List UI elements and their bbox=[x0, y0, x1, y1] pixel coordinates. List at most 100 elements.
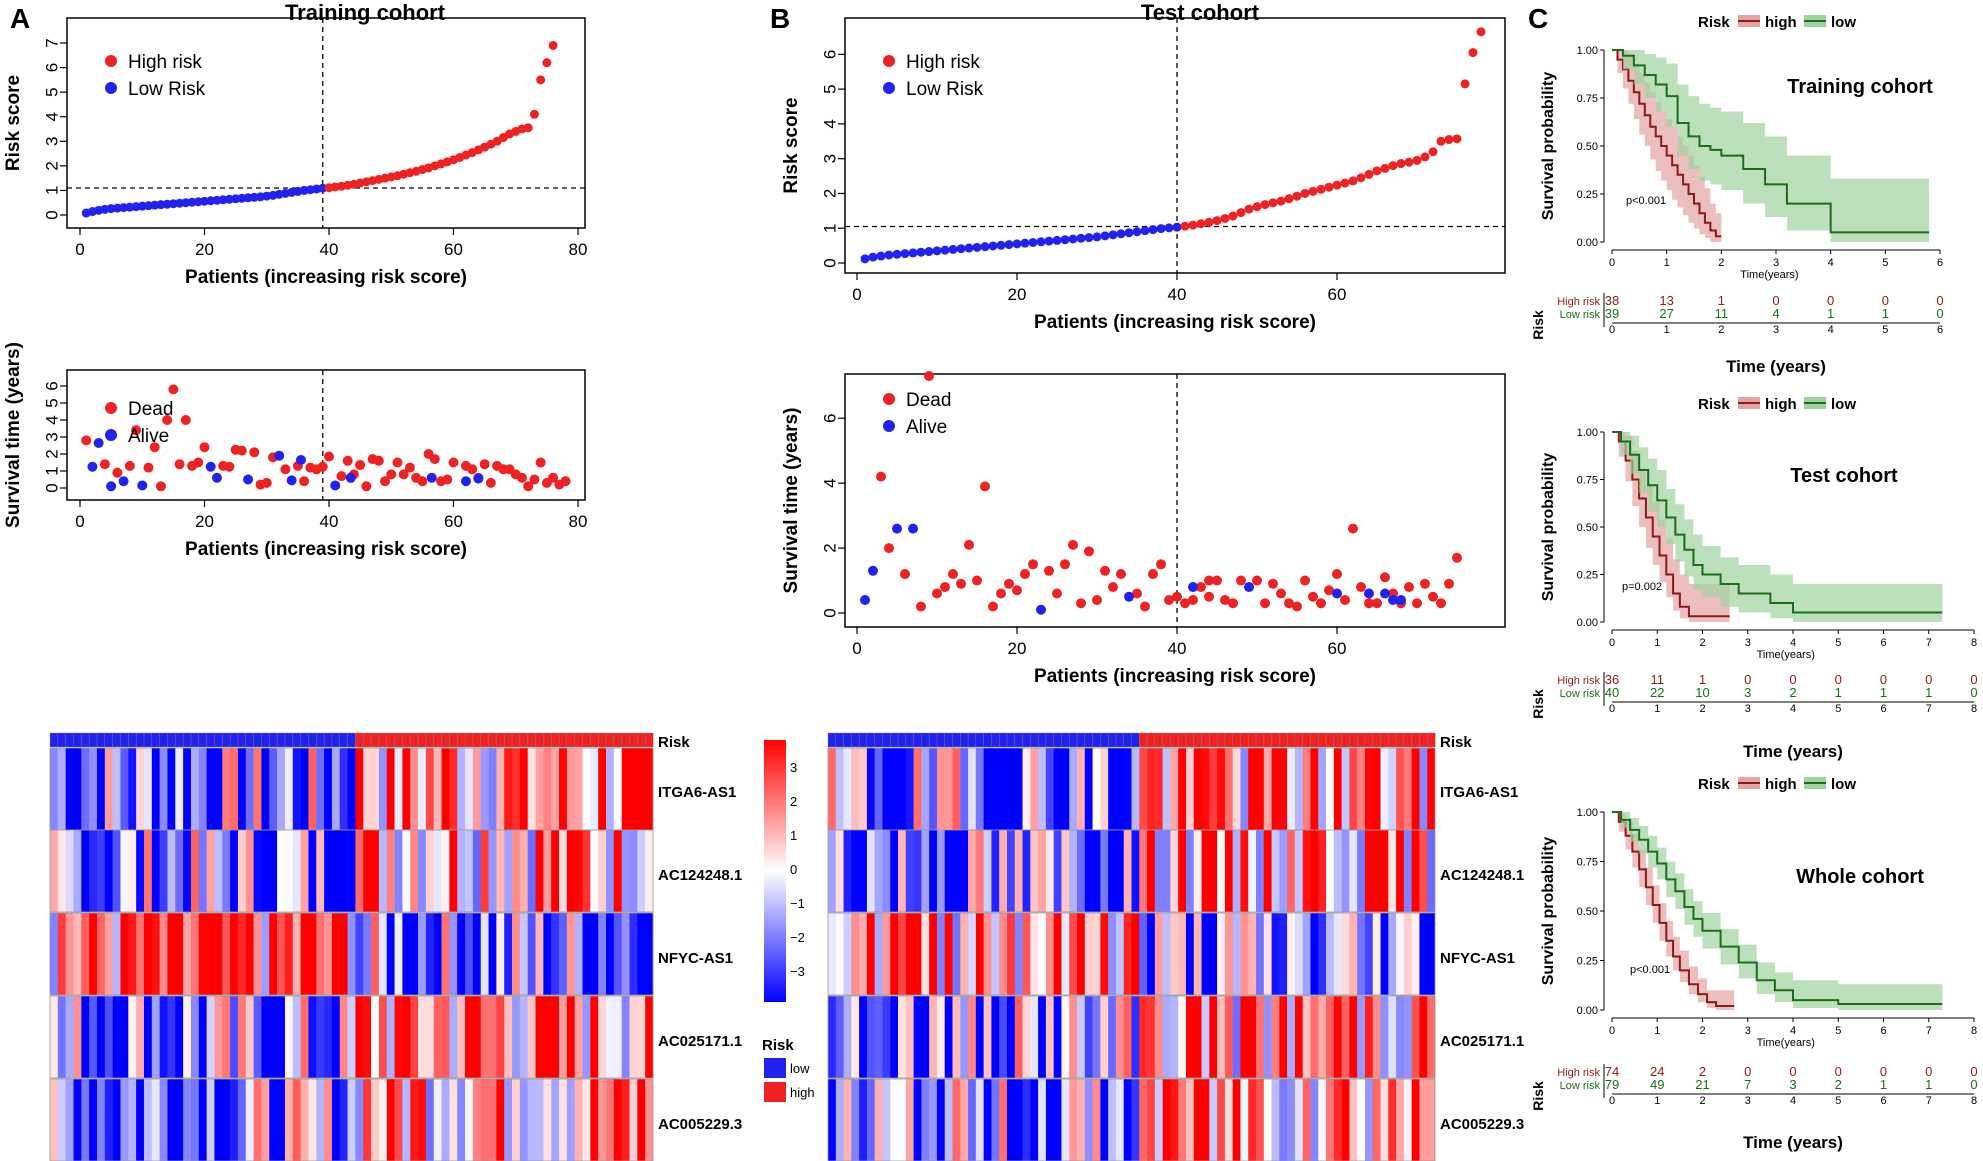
heatmap-cell bbox=[222, 913, 231, 995]
heatmap-cell bbox=[898, 748, 907, 830]
heatmap-row-border bbox=[49, 995, 654, 1079]
heatmap-cell bbox=[960, 996, 969, 1078]
high-risk-point bbox=[1196, 219, 1206, 229]
heatmap-cell bbox=[402, 1079, 411, 1161]
heatmap-cell bbox=[512, 830, 521, 912]
heatmap-cell bbox=[1341, 996, 1350, 1078]
heatmap-cell bbox=[363, 996, 372, 1078]
risk-bar-cell bbox=[1411, 732, 1420, 748]
km-x-tick-label: 2 bbox=[1718, 257, 1724, 269]
dead-point bbox=[1260, 598, 1270, 609]
heatmap-cell bbox=[645, 748, 654, 830]
heatmap-cell bbox=[944, 1079, 953, 1161]
km-y-tick-label: 0.50 bbox=[1577, 141, 1598, 153]
heatmap-cell bbox=[1185, 748, 1195, 830]
dead-point bbox=[261, 477, 272, 488]
heatmap-cell bbox=[198, 913, 207, 995]
risk-table-time-tick: 4 bbox=[1828, 324, 1834, 336]
heatmap-cell bbox=[1006, 996, 1016, 1078]
dead-point bbox=[1068, 539, 1078, 550]
heatmap-cell bbox=[355, 996, 364, 1078]
heatmap-cell bbox=[1403, 913, 1412, 995]
dead-point bbox=[398, 469, 409, 480]
heatmap-cell bbox=[222, 1079, 231, 1161]
x-tick-label: 0 bbox=[852, 639, 861, 658]
heatmap-cell bbox=[843, 830, 852, 912]
training-survival-legend: Dead Alive bbox=[105, 399, 173, 447]
heatmap-cell bbox=[991, 1079, 1000, 1161]
dead-point bbox=[162, 415, 173, 425]
heatmap-cell bbox=[1318, 913, 1327, 995]
heatmap-cell bbox=[339, 1079, 348, 1161]
heatmap-cell bbox=[1170, 996, 1179, 1078]
heatmap-cell bbox=[999, 830, 1008, 912]
heatmap-cell bbox=[214, 748, 223, 830]
dead-point bbox=[516, 472, 527, 483]
heatmap-cell bbox=[1357, 913, 1366, 995]
risk-bar-cell bbox=[151, 732, 161, 748]
legend-high-dot bbox=[883, 55, 895, 67]
heatmap-cell bbox=[81, 996, 90, 1078]
heatmap-cell bbox=[73, 913, 82, 995]
heatmap-cell bbox=[566, 913, 575, 995]
heatmap-cell bbox=[866, 1079, 875, 1161]
heatmap-cell bbox=[269, 748, 278, 830]
heatmap-cell bbox=[277, 830, 286, 912]
heatmap-cell bbox=[1217, 748, 1226, 830]
dead-point bbox=[1340, 595, 1350, 606]
high-risk-point bbox=[529, 109, 539, 119]
dead-point bbox=[479, 459, 490, 470]
heatmap-cell bbox=[410, 1079, 419, 1161]
heatmap-cell bbox=[96, 748, 106, 830]
color-bar-tick: −1 bbox=[790, 896, 805, 911]
risk-bar-cell bbox=[858, 732, 868, 748]
training-score-legend: High risk Low Risk bbox=[105, 52, 206, 100]
heatmap-cell bbox=[1256, 1079, 1265, 1161]
alive-point bbox=[1332, 588, 1342, 599]
risk-row-label: Risk bbox=[1440, 734, 1472, 751]
heatmap-cell bbox=[277, 996, 286, 1078]
risk-bar-cell bbox=[1084, 732, 1094, 748]
km-legend-title: Risk bbox=[1698, 14, 1730, 31]
heatmap-cell bbox=[1419, 748, 1428, 830]
heatmap-cell bbox=[261, 748, 270, 830]
heatmap-cell bbox=[983, 748, 992, 830]
risk-bar-cell bbox=[590, 732, 599, 748]
heatmap-cell bbox=[1341, 830, 1350, 912]
high-risk-point bbox=[1252, 202, 1262, 212]
heatmap-cell bbox=[151, 1079, 160, 1161]
heatmap-cell bbox=[606, 830, 615, 912]
dead-point bbox=[168, 384, 179, 395]
heatmap-cell bbox=[112, 996, 121, 1078]
dead-point bbox=[940, 582, 950, 593]
risk-bar-cell bbox=[402, 732, 411, 748]
heatmap-cell bbox=[1372, 748, 1381, 830]
km-x-tick-label: 0 bbox=[1609, 1025, 1615, 1037]
heatmap-cell bbox=[1427, 913, 1436, 995]
heatmap-cell bbox=[1364, 996, 1374, 1078]
legend-low-dot bbox=[883, 82, 895, 94]
km-panel-title: Training cohort bbox=[1787, 76, 1933, 98]
dead-point bbox=[280, 464, 291, 475]
dead-point bbox=[1132, 588, 1142, 599]
km-x-axis-label: Time(years) bbox=[1740, 269, 1798, 281]
heatmap-cell bbox=[1170, 913, 1179, 995]
heatmap-cell bbox=[913, 913, 922, 995]
heatmap-cell bbox=[230, 1079, 239, 1161]
heatmap-cell bbox=[1224, 1079, 1233, 1161]
heatmap-cell bbox=[582, 996, 591, 1078]
heatmap-cell bbox=[394, 748, 403, 830]
heatmap-cell bbox=[543, 1079, 552, 1161]
heatmap-cell bbox=[1279, 913, 1288, 995]
legend-dead-dot bbox=[883, 393, 895, 405]
heatmap-cell bbox=[331, 913, 341, 995]
heatmap-cell bbox=[237, 913, 247, 995]
heatmap-cell bbox=[1209, 913, 1218, 995]
high-risk-point bbox=[536, 75, 546, 85]
x-tick-label: 60 bbox=[1328, 639, 1347, 658]
heatmap-cell bbox=[1092, 996, 1101, 1078]
heatmap-cell bbox=[882, 1079, 891, 1161]
km-confidence-band-low bbox=[1612, 432, 1943, 622]
heatmap-cell bbox=[308, 1079, 317, 1161]
heatmap-cell bbox=[512, 996, 521, 1078]
